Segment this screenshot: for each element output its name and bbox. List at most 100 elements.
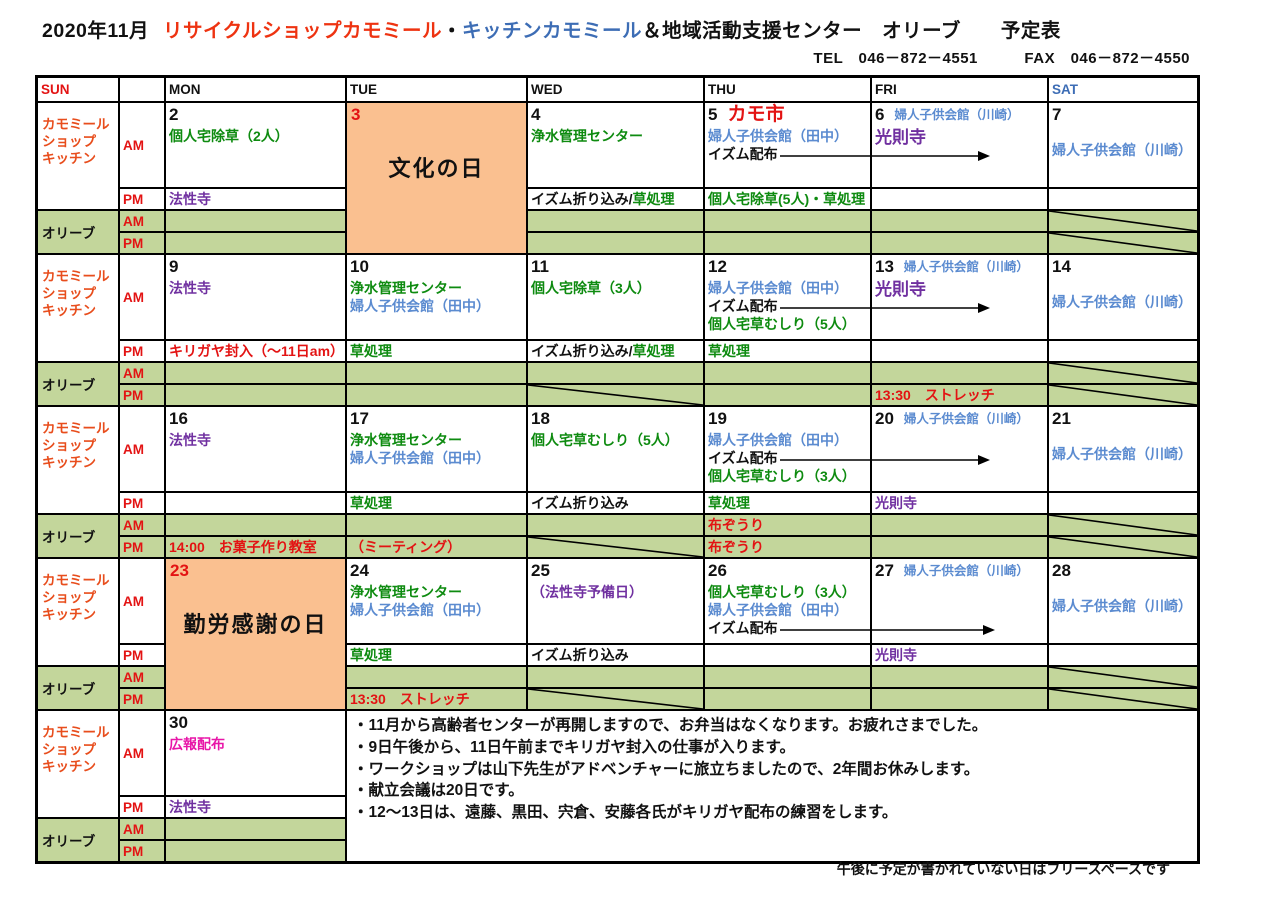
am-lines: 浄水管理センター 婦人子供会館（田中） xyxy=(350,431,523,467)
date-label: 27 xyxy=(875,561,894,580)
day-cell-25-am: 25 （法性寺予備日） xyxy=(527,558,704,644)
activity-text: 布ぞうり xyxy=(708,517,764,533)
olive-cell-26-am xyxy=(704,666,871,688)
am-text: AM xyxy=(123,365,144,381)
strikeout-diagonal xyxy=(528,689,703,709)
am-text: AM xyxy=(123,137,144,153)
activity-text: イズム配布 xyxy=(708,450,778,466)
day-cell-26-am: 26 個人宅草むしり（3人） 婦人子供会館（田中） イズム配布 xyxy=(704,558,995,644)
activity-line: 婦人子供会館（田中） xyxy=(708,431,867,449)
activity-line: 光則寺 xyxy=(875,281,1044,299)
strikeout-diagonal xyxy=(528,385,703,405)
activity-text: 婦人子供会館（川崎） xyxy=(1052,142,1192,158)
olive-cell-17-am xyxy=(346,514,527,536)
activity-line: 14:00 お菓子作り教室 xyxy=(169,537,342,557)
strikeout-diagonal xyxy=(1049,211,1197,231)
pm-text: PM xyxy=(123,691,144,707)
pm-text: PM xyxy=(123,343,144,359)
group-label-kamomile: カモミール ショップ キッチン xyxy=(37,102,119,210)
group-label-line: ショップ xyxy=(42,438,96,453)
date-label: 25 xyxy=(531,561,550,580)
activity-text: 草処理 xyxy=(708,343,750,359)
header-cell-fri: FRI xyxy=(871,77,1048,102)
activity-text: 婦人子供会館（田中） xyxy=(708,280,848,296)
header-cell-thu: THU xyxy=(704,77,871,102)
day-cell-18-am: 18 個人宅草むしり（5人） xyxy=(527,406,704,492)
weekday-label: MON xyxy=(169,82,201,97)
strikeout-diagonal xyxy=(1049,363,1197,383)
activity-line: 婦人子供会館（川崎） xyxy=(1052,141,1194,159)
day-cell-24-am: 24 浄水管理センター 婦人子供会館（田中） xyxy=(346,558,527,644)
olive-cell-6-pm xyxy=(871,232,1048,254)
activity-line: 13:30 ストレッチ xyxy=(875,385,1044,405)
day-cell-14-am: 14 婦人子供会館（川崎） xyxy=(1048,254,1198,340)
olive-cell-5-pm xyxy=(704,232,871,254)
group-label-line: カモミール xyxy=(42,573,110,588)
note-line: ・ワークショップは山下先生がアドベンチャーに旅立ちましたので、2年間お休みします… xyxy=(353,760,980,778)
date-line: 18 xyxy=(531,407,700,429)
group-label-olive: オリーブ xyxy=(37,514,119,558)
date-line: 5 カモ市 xyxy=(708,103,867,125)
day-cell-20-pm: 光則寺 xyxy=(871,492,1048,514)
day-cell-14-pm xyxy=(1048,340,1198,362)
olive-cell-26-pm xyxy=(704,688,871,710)
strikeout-diagonal xyxy=(1049,667,1197,687)
date-line: 24 xyxy=(350,559,523,581)
olive-cell-7-am xyxy=(1048,210,1198,232)
group-label-kamomile: カモミール ショップ キッチン xyxy=(37,406,119,514)
pm-label: PM xyxy=(119,644,165,666)
day-cell-6-am: 6 婦人子供会館（川崎） 光則寺 xyxy=(871,102,1048,188)
group-label-line: ショップ xyxy=(42,134,96,149)
activity-text: 婦人子供会館（田中） xyxy=(708,128,848,144)
continues-arrow-icon xyxy=(779,151,990,162)
activity-line: 婦人子供会館（田中） xyxy=(708,127,867,145)
olive-cell-2-am xyxy=(165,210,346,232)
activity-line: 個人宅除草（2人） xyxy=(169,127,342,145)
activity-text: 光則寺 xyxy=(875,495,917,511)
header-cell-sun: SUN xyxy=(37,77,119,102)
activity-line: 草処理 xyxy=(350,493,523,513)
olive-cell-4-am xyxy=(527,210,704,232)
strikeout-diagonal xyxy=(1049,233,1197,253)
group-label-line: ショップ xyxy=(42,590,96,605)
activity-line: 婦人子供会館（田中） xyxy=(350,449,523,467)
olive-cell-12-pm xyxy=(704,384,871,406)
activity-line: 光則寺 xyxy=(875,129,1044,147)
day-cell-5-pm: 個人宅除草(5人)・草処理 xyxy=(704,188,871,210)
weekday-label: SUN xyxy=(41,82,70,97)
olive-cell-25-am xyxy=(527,666,704,688)
pm-text: PM xyxy=(123,495,144,511)
olive-am-label: AM xyxy=(119,362,165,384)
date-side-label: カモ市 xyxy=(727,104,785,125)
am-lines: 個人宅除草（3人） xyxy=(531,279,700,297)
date-line: 11 xyxy=(531,255,700,277)
activity-line: 法性寺 xyxy=(169,431,342,449)
olive-pm-label: PM xyxy=(119,232,165,254)
am-label: AM xyxy=(119,710,165,796)
olive-cell-25-pm xyxy=(527,688,704,710)
activity-text: 婦人子供会館（田中） xyxy=(350,450,490,466)
activity-line: 浄水管理センター xyxy=(350,583,523,601)
olive-text: オリーブ xyxy=(42,682,96,697)
day-cell-26-pm xyxy=(704,644,871,666)
day-cell-17-am: 17 浄水管理センター 婦人子供会館（田中） xyxy=(346,406,527,492)
activity-text: 法性寺 xyxy=(169,191,211,207)
olive-cell-28-am xyxy=(1048,666,1198,688)
continues-arrow-icon xyxy=(779,625,995,636)
day-cell-7-am: 7 婦人子供会館（川崎） xyxy=(1048,102,1198,188)
activity-text: 法性寺 xyxy=(169,432,211,448)
am-lines: 婦人子供会館（川崎） xyxy=(1052,293,1194,311)
date-line: 13 婦人子供会館（川崎） xyxy=(875,255,1044,279)
olive-am-label: AM xyxy=(119,514,165,536)
date-line: 10 xyxy=(350,255,523,277)
activity-text: 婦人子供会館（川崎） xyxy=(1052,294,1192,310)
olive-cell-19-am: 布ぞうり xyxy=(704,514,871,536)
activity-text: 浄水管理センター xyxy=(350,280,462,296)
olive-cell-16-am xyxy=(165,514,346,536)
date-line: 25 xyxy=(531,559,700,581)
activity-text: 婦人子供会館（田中） xyxy=(708,432,848,448)
olive-cell-17-pm: （ミーティング） xyxy=(346,536,527,558)
activity-text: 13:30 ストレッチ xyxy=(350,691,470,707)
date-line: 20 婦人子供会館（川崎） xyxy=(875,407,1044,431)
activity-text: 法性寺 xyxy=(169,280,211,296)
